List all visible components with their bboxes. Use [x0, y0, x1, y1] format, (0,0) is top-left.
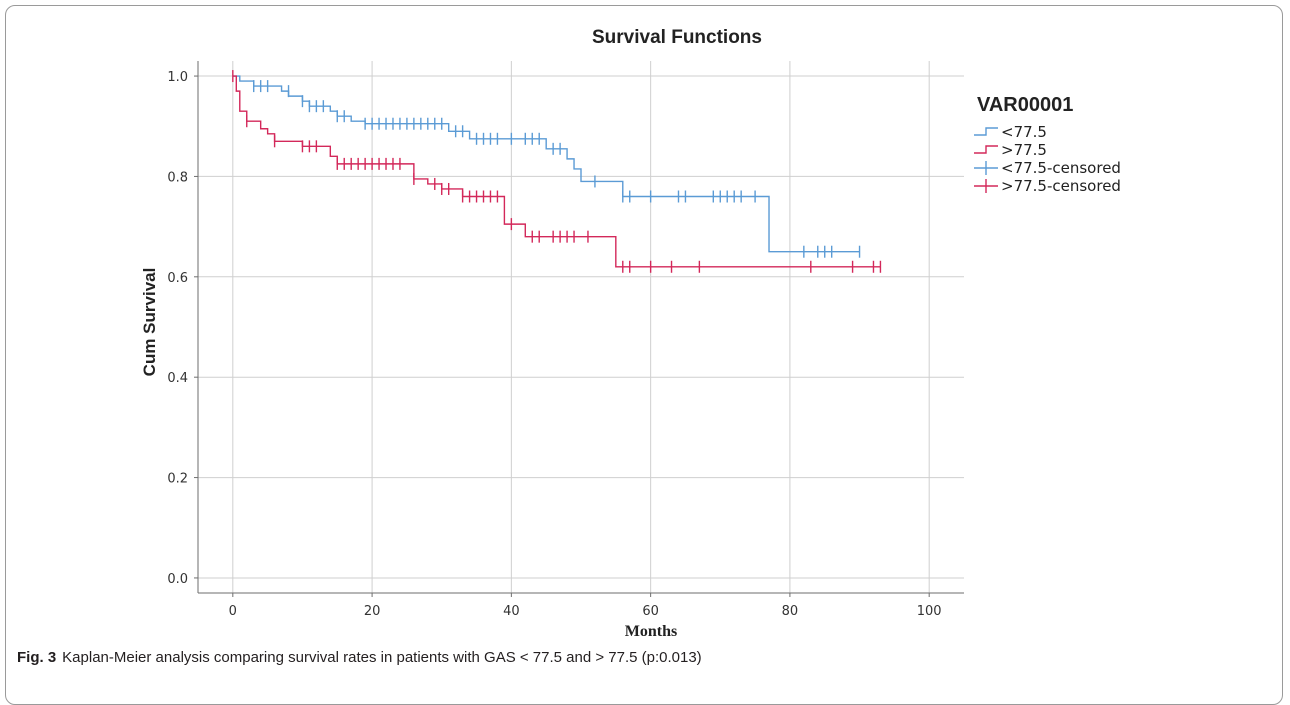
figure-label: Fig. 3: [17, 649, 57, 666]
y-axis-label: Cum Survival: [140, 268, 159, 377]
y-tick-label: 0.8: [167, 170, 188, 185]
legend-entry-label: <77.5-censored: [1001, 159, 1121, 177]
legend-entry-label: >77.5-censored: [1001, 177, 1121, 195]
figure-caption: Fig. 3 Kaplan-Meier analysis comparing su…: [17, 649, 702, 666]
legend: VAR00001 <77.5>77.5<77.5-censored>77.5-c…: [974, 94, 1121, 195]
y-tick-label: 1.0: [167, 70, 188, 85]
y-tick-label: 0.6: [167, 271, 188, 286]
legend-swatch-step: [974, 145, 998, 154]
x-tick-label: 20: [364, 604, 381, 619]
x-tick-label: 60: [642, 604, 659, 619]
legend-entry-label: >77.5: [1001, 141, 1047, 159]
legend-entry-label: <77.5: [1001, 123, 1047, 141]
x-axis-label: Months: [625, 623, 677, 640]
legend-swatch-step: [974, 127, 998, 136]
legend-title: VAR00001: [977, 94, 1073, 116]
x-tick-label: 80: [782, 604, 799, 619]
x-tick-label: 0: [229, 604, 237, 619]
plot-area: [198, 61, 964, 593]
km-chart: 0 20 40 60 80 100 0.0 0.2 0.4 0.6 0.8 1.0 Survival …: [140, 27, 1121, 640]
x-tick-label: 100: [917, 604, 942, 619]
y-tick-label: 0.2: [167, 472, 188, 487]
survival-curve-low: [232, 75, 860, 253]
figure-caption-text: Kaplan-Meier analysis comparing survival…: [62, 649, 702, 666]
y-tick-label: 0.4: [167, 371, 188, 386]
x-tick-label: 40: [503, 604, 520, 619]
chart-title: Survival Functions: [592, 27, 762, 48]
y-tick-label: 0.0: [167, 572, 188, 587]
